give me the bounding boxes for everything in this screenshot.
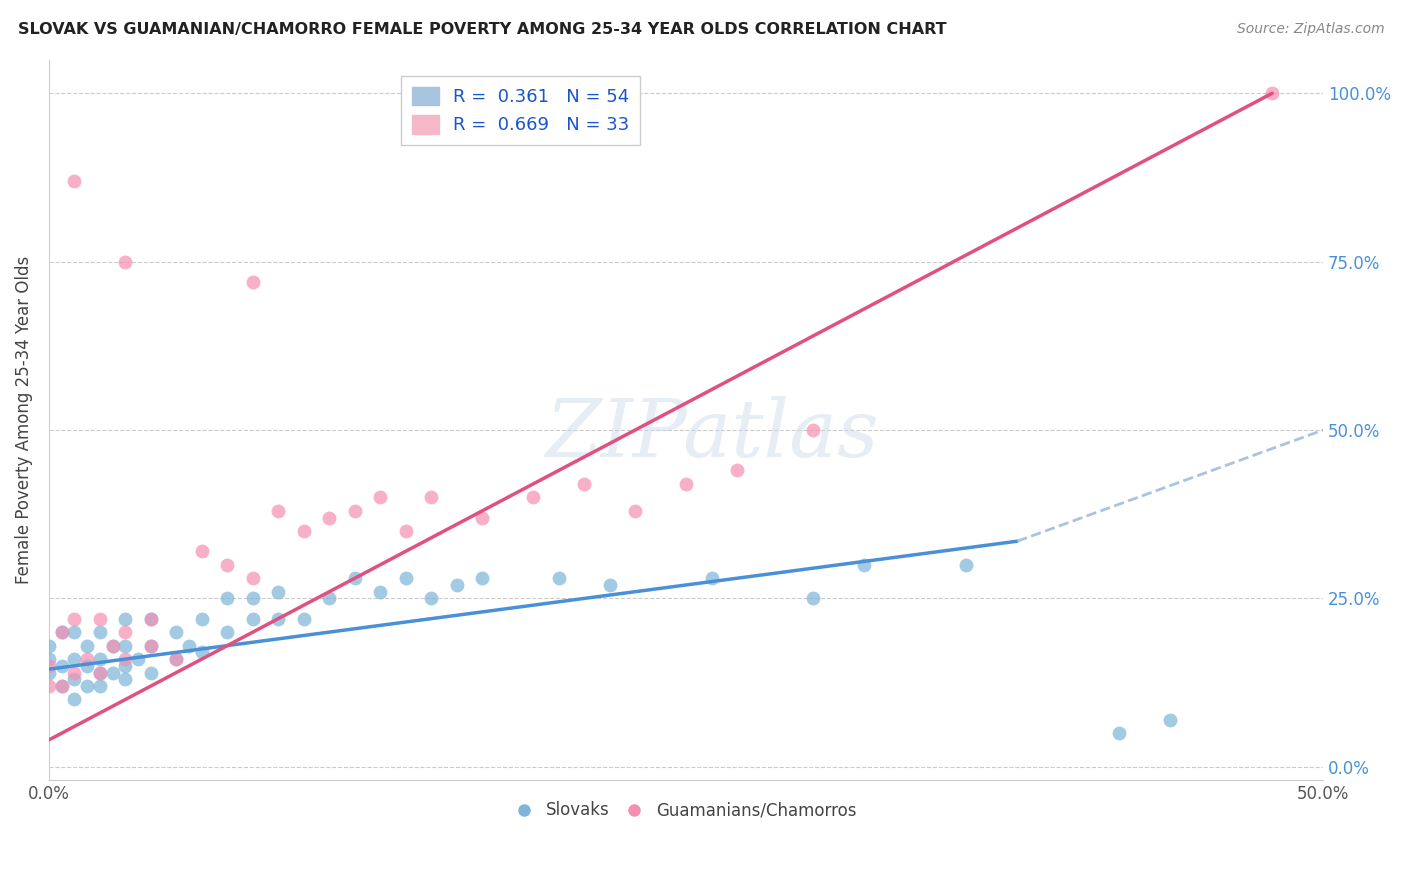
Point: [368, 491, 391, 505]
Point: [38, 652, 60, 666]
Point: [89, 612, 111, 626]
Point: [803, 423, 825, 437]
Point: [522, 491, 544, 505]
Point: [38, 658, 60, 673]
Point: [471, 510, 494, 524]
Point: [217, 591, 239, 606]
Point: [395, 524, 418, 538]
Point: [101, 665, 124, 680]
Point: [38, 665, 60, 680]
Point: [127, 652, 149, 666]
Point: [89, 665, 111, 680]
Text: Source: ZipAtlas.com: Source: ZipAtlas.com: [1237, 22, 1385, 37]
Point: [572, 477, 595, 491]
Point: [624, 504, 647, 518]
Point: [267, 612, 290, 626]
Point: [101, 639, 124, 653]
Point: [76, 652, 98, 666]
Point: [547, 571, 569, 585]
Point: [242, 612, 264, 626]
Point: [267, 584, 290, 599]
Point: [471, 571, 494, 585]
Point: [63, 692, 86, 706]
Point: [51, 658, 73, 673]
Point: [63, 612, 86, 626]
Point: [76, 658, 98, 673]
Point: [51, 679, 73, 693]
Point: [89, 652, 111, 666]
Point: [395, 571, 418, 585]
Point: [89, 665, 111, 680]
Point: [179, 639, 201, 653]
Point: [368, 584, 391, 599]
Point: [1261, 87, 1284, 101]
Point: [139, 639, 162, 653]
Point: [114, 254, 136, 268]
Point: [63, 652, 86, 666]
Point: [1108, 726, 1130, 740]
Point: [139, 665, 162, 680]
Point: [675, 477, 697, 491]
Y-axis label: Female Poverty Among 25-34 Year Olds: Female Poverty Among 25-34 Year Olds: [15, 256, 32, 584]
Point: [599, 578, 621, 592]
Point: [51, 625, 73, 640]
Point: [139, 612, 162, 626]
Point: [89, 679, 111, 693]
Point: [114, 612, 136, 626]
Point: [76, 679, 98, 693]
Point: [114, 625, 136, 640]
Point: [217, 558, 239, 572]
Point: [165, 652, 187, 666]
Point: [343, 571, 366, 585]
Point: [191, 645, 214, 659]
Point: [420, 491, 443, 505]
Point: [114, 673, 136, 687]
Point: [343, 504, 366, 518]
Point: [51, 625, 73, 640]
Point: [242, 275, 264, 289]
Point: [165, 625, 187, 640]
Point: [114, 658, 136, 673]
Point: [191, 544, 214, 558]
Point: [318, 591, 340, 606]
Point: [803, 591, 825, 606]
Point: [89, 625, 111, 640]
Text: ZIPatlas: ZIPatlas: [544, 396, 879, 473]
Point: [114, 652, 136, 666]
Point: [139, 612, 162, 626]
Point: [63, 673, 86, 687]
Point: [191, 612, 214, 626]
Point: [38, 679, 60, 693]
Point: [242, 591, 264, 606]
Point: [267, 504, 290, 518]
Point: [725, 463, 748, 477]
Point: [318, 510, 340, 524]
Text: SLOVAK VS GUAMANIAN/CHAMORRO FEMALE POVERTY AMONG 25-34 YEAR OLDS CORRELATION CH: SLOVAK VS GUAMANIAN/CHAMORRO FEMALE POVE…: [18, 22, 946, 37]
Point: [955, 558, 977, 572]
Point: [1159, 713, 1181, 727]
Point: [63, 665, 86, 680]
Point: [700, 571, 723, 585]
Point: [420, 591, 443, 606]
Point: [292, 524, 315, 538]
Legend: Slovaks, Guamanians/Chamorros: Slovaks, Guamanians/Chamorros: [509, 795, 863, 826]
Point: [38, 639, 60, 653]
Point: [217, 625, 239, 640]
Point: [76, 639, 98, 653]
Point: [139, 639, 162, 653]
Point: [853, 558, 876, 572]
Point: [446, 578, 468, 592]
Point: [63, 174, 86, 188]
Point: [63, 625, 86, 640]
Point: [165, 652, 187, 666]
Point: [292, 612, 315, 626]
Point: [101, 639, 124, 653]
Point: [114, 639, 136, 653]
Point: [51, 679, 73, 693]
Point: [242, 571, 264, 585]
